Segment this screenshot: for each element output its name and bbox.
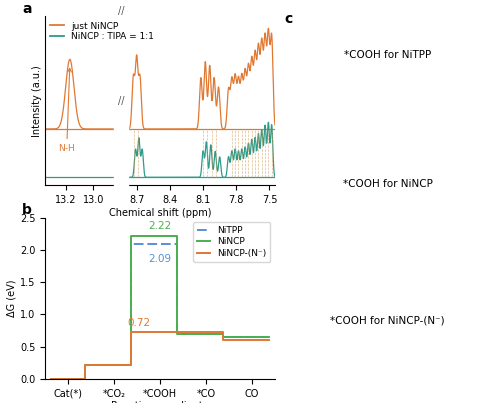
Y-axis label: ΔG (eV): ΔG (eV) (7, 279, 17, 317)
Y-axis label: Intensity (a.u.): Intensity (a.u.) (32, 65, 42, 137)
Text: b: b (22, 204, 32, 217)
Text: 0.72: 0.72 (128, 318, 151, 328)
Bar (114, 0, 128, 202)
X-axis label: Reaction coordinate: Reaction coordinate (111, 401, 209, 403)
Text: //: // (118, 96, 124, 106)
Text: *COOH for NiNCP-(N⁻): *COOH for NiNCP-(N⁻) (330, 316, 445, 326)
X-axis label: Chemical shift (ppm): Chemical shift (ppm) (109, 208, 211, 218)
Text: N-H: N-H (58, 69, 75, 153)
Text: *COOH for NiTPP: *COOH for NiTPP (344, 50, 431, 60)
Text: c: c (284, 12, 292, 26)
Text: a: a (22, 2, 32, 16)
Text: //: // (118, 6, 124, 16)
Text: 2.09: 2.09 (148, 254, 172, 264)
Text: 2.22: 2.22 (148, 221, 172, 231)
Text: *COOH for NiNCP: *COOH for NiNCP (342, 179, 432, 189)
Legend: NiTPP, NiNCP, NiNCP-(N⁻): NiTPP, NiNCP, NiNCP-(N⁻) (193, 222, 270, 262)
Legend: just NiNCP, NiNCP : TIPA = 1:1: just NiNCP, NiNCP : TIPA = 1:1 (50, 21, 155, 42)
